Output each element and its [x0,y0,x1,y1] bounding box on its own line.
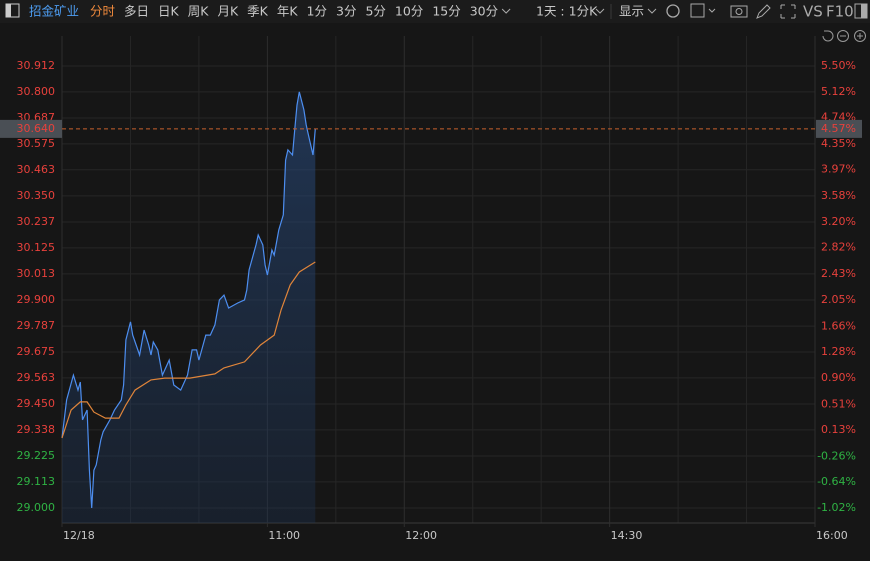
y2-tick-label: 1.28% [821,345,856,358]
sidebar-toggle-fill [6,4,11,17]
period-tabs: 分时 多日 日K 周K 月K 季K 年K 1分 3分 5分 10分 15分 30分 [90,4,511,19]
x-tick-label: 12:00 [405,529,437,542]
y-tick-label: 29.113 [17,475,56,488]
zoom-out-icon[interactable] [837,30,849,42]
series-line [61,91,316,509]
chart: 30.91230.80030.68730.57530.46330.35030.2… [0,36,862,542]
series-line [61,261,316,439]
checkbox-icon[interactable] [690,3,705,18]
toolbar [0,0,870,23]
zoom-in-icon[interactable] [854,30,866,42]
y-tick-label: 29.787 [17,319,56,332]
period-tab[interactable]: 日K [158,4,180,19]
dropdown-arrow [708,8,716,13]
y-tick-label: 29.000 [17,501,56,514]
y2-tick-label: 2.82% [821,241,856,254]
y-tick-label: 29.450 [17,397,56,410]
zoom-in-plus [857,33,863,39]
fullscreen-icon[interactable] [780,4,796,19]
y2-tick-label: 1.66% [821,319,856,332]
range-select[interactable]: 1天 : 1分K [536,4,598,19]
current-change-box [816,119,862,138]
y2-tick-label: 0.51% [821,397,856,410]
y-tick-label: 29.225 [17,449,56,462]
vs-button[interactable]: VS [803,3,823,21]
period-tab[interactable]: 5分 [365,4,385,19]
x-tick-label: 11:00 [268,529,300,542]
period-tab[interactable]: 10分 [395,4,423,19]
y2-tick-label: -1.02% [817,501,856,514]
period-tab[interactable]: 3分 [336,4,356,19]
y-tick-label: 30.350 [17,189,56,202]
x-tick-label: 12/18 [63,529,95,542]
draw-icon[interactable] [756,4,771,19]
period-tab[interactable]: 周K [188,4,210,19]
current-change-label: 4.57% [821,122,856,135]
dropdown-arrow [595,8,605,14]
y-tick-label: 30.912 [17,59,56,72]
y-tick-label: 30.800 [17,85,56,98]
y-tick-label: 29.675 [17,345,56,358]
y2-tick-label: 4.35% [821,137,856,150]
y-tick-label: 29.338 [17,423,56,436]
period-tab[interactable]: 多日 [124,4,149,19]
period-tab[interactable]: 月K [217,4,239,19]
y-tick-label: 30.125 [17,241,56,254]
f10-button[interactable]: F10 [826,3,854,21]
current-price-box [0,119,62,138]
y2-tick-label: 0.13% [821,423,856,436]
settings-icon[interactable] [666,4,680,18]
dropdown-arrow [647,8,657,14]
y2-tick-label: -0.64% [817,475,856,488]
period-tab[interactable]: 年K [277,4,299,19]
period-tab[interactable]: 1分 [307,4,327,19]
y2-tick-label: 3.97% [821,163,856,176]
x-tick-label: 16:00 [816,529,848,542]
y-tick-label: 30.463 [17,163,56,176]
price-area [62,91,316,524]
stock-name[interactable]: 招金矿业 [29,4,79,19]
display-menu[interactable]: 显示 [619,4,644,19]
y-tick-label: 30.237 [17,215,56,228]
y-tick-label: 30.013 [17,267,56,280]
current-price-label: 30.640 [17,122,56,135]
y2-tick-label: 2.43% [821,267,856,280]
y2-tick-label: -0.26% [817,449,856,462]
period-tab[interactable]: 季K [247,4,269,19]
period-tab[interactable]: 15分 [432,4,460,19]
y2-tick-label: 5.12% [821,85,856,98]
y2-tick-label: 0.90% [821,371,856,384]
y2-tick-label: 3.58% [821,189,856,202]
dropdown-arrow [501,8,511,14]
y2-tick-label: 3.20% [821,215,856,228]
panel-icon-fill [861,4,867,18]
camera-icon[interactable] [730,5,748,18]
y2-tick-label: 5.50% [821,59,856,72]
period-tab[interactable]: 分时 [90,4,116,19]
period-tab[interactable]: 30分 [470,4,498,19]
reset-icon[interactable] [822,30,834,42]
y-tick-label: 30.575 [17,137,56,150]
x-tick-label: 14:30 [611,529,643,542]
y2-tick-label: 2.05% [821,293,856,306]
y-tick-label: 29.900 [17,293,56,306]
y-tick-label: 29.563 [17,371,56,384]
camera-lens [735,8,743,15]
